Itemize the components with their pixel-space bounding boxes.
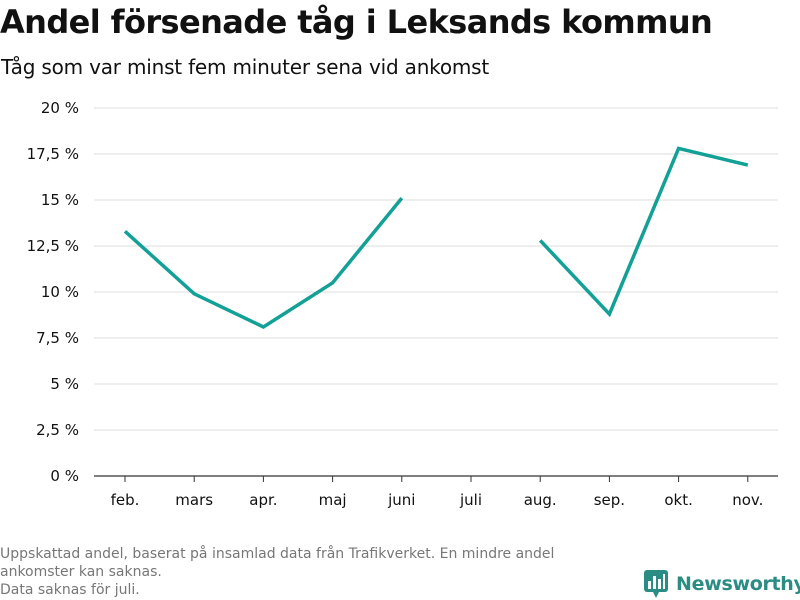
- data-point: [539, 239, 542, 242]
- y-tick-label: 2,5 %: [36, 421, 79, 439]
- y-tick-label: 20 %: [41, 99, 79, 117]
- bar-chart-logo-icon: [644, 570, 668, 598]
- x-tick-label: mars: [175, 491, 213, 509]
- series-line: [538, 146, 749, 318]
- x-tick-label: nov.: [732, 491, 763, 509]
- brand-logo: Newsworthy: [644, 570, 800, 598]
- data-point: [677, 147, 680, 150]
- x-tick-label: juni: [387, 491, 415, 509]
- data-point: [746, 164, 749, 167]
- y-tick-label: 12,5 %: [27, 237, 79, 255]
- data-point: [124, 230, 127, 233]
- chart-title: Andel försenade tåg i Leksands kommun: [0, 3, 713, 41]
- y-tick-label: 15 %: [41, 191, 79, 209]
- y-tick-label: 0 %: [50, 467, 79, 485]
- chart-subtitle: Tåg som var minst fem minuter sena vid a…: [1, 55, 490, 79]
- x-tick-label: okt.: [664, 491, 693, 509]
- footnote-line-2: ankomster kan saknas.: [0, 564, 162, 580]
- brand-name: Newsworthy: [676, 573, 800, 595]
- x-tick-label: sep.: [594, 491, 625, 509]
- footnote-line-3: Data saknas för juli.: [0, 582, 140, 598]
- x-tick-label: juli: [459, 491, 482, 509]
- data-point: [262, 325, 265, 328]
- data-point: [331, 281, 334, 284]
- data-point: [400, 197, 403, 200]
- y-tick-label: 5 %: [50, 375, 79, 393]
- footnote: Uppskattad andel, baserat på insamlad da…: [0, 545, 640, 599]
- y-tick-label: 17,5 %: [27, 145, 79, 163]
- y-tick-label: 10 %: [41, 283, 79, 301]
- x-tick-label: maj: [319, 491, 347, 509]
- y-tick-label: 7,5 %: [36, 329, 79, 347]
- x-tick-label: aug.: [524, 491, 557, 509]
- footnote-line-1: Uppskattad andel, baserat på insamlad da…: [0, 546, 555, 562]
- data-point: [608, 313, 611, 316]
- series-line: [123, 197, 404, 329]
- x-tick-label: feb.: [111, 491, 140, 509]
- x-tick-label: apr.: [249, 491, 277, 509]
- data-point: [193, 292, 196, 295]
